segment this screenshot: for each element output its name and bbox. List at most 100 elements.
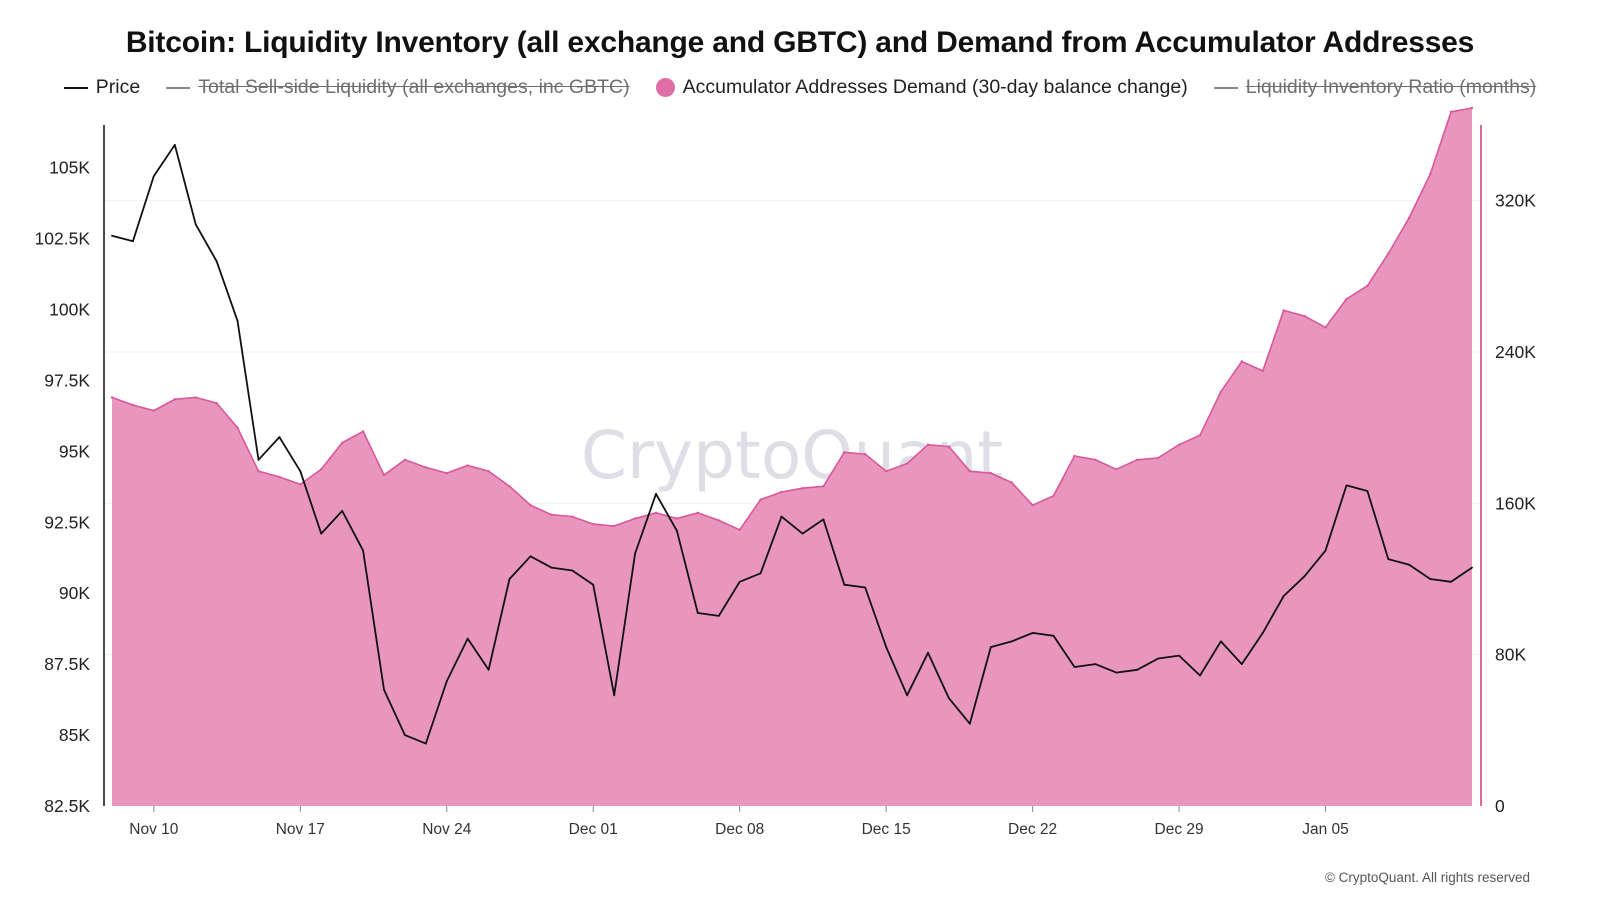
demand-point — [759, 498, 762, 501]
price-point — [278, 436, 281, 438]
y-left-tick-label: 90K — [59, 583, 90, 603]
demand-point — [1219, 390, 1223, 393]
price-point — [215, 260, 218, 263]
price-point — [1031, 632, 1034, 634]
legend-item-accumulator-demand[interactable]: Accumulator Addresses Demand (30-day bal… — [655, 76, 1188, 99]
demand-point — [194, 396, 197, 399]
demand-line[interactable] — [111, 107, 1473, 531]
price-point — [592, 583, 595, 586]
price-point — [885, 646, 888, 648]
demand-point — [1073, 454, 1076, 458]
price-point — [968, 722, 971, 725]
demand-point — [780, 490, 783, 494]
price-point — [1366, 490, 1369, 492]
price-point — [571, 569, 574, 572]
price-point — [236, 319, 239, 322]
demand-point — [508, 485, 511, 488]
price-point — [1303, 575, 1306, 578]
price-point — [487, 668, 490, 671]
legend-label-price: Price — [95, 76, 141, 98]
demand-point — [1449, 110, 1453, 114]
x-tick-label: Dec 15 — [862, 821, 911, 838]
demand-point — [1366, 284, 1369, 287]
price-point — [1115, 671, 1118, 674]
demand-point — [1303, 314, 1306, 318]
x-tick-label: Nov 24 — [422, 821, 471, 838]
price-point — [759, 572, 762, 575]
price-point — [1408, 563, 1411, 566]
price-point — [445, 680, 448, 682]
price-point — [404, 734, 406, 736]
price-point — [550, 566, 553, 569]
price-point — [696, 612, 699, 614]
x-tick-label: Dec 01 — [569, 821, 618, 838]
demand-point — [947, 445, 951, 448]
demand-point — [1094, 458, 1097, 461]
price-point — [152, 175, 155, 178]
demand-point — [1345, 297, 1348, 301]
price-point — [1282, 595, 1285, 597]
price-point — [989, 646, 992, 648]
demand-point — [445, 471, 448, 475]
price-point — [676, 529, 678, 532]
legend-item-price[interactable]: Price — [63, 76, 141, 99]
legend-label-sell-side-liquidity: Total Sell-side Liquidity (all exchanges… — [198, 76, 630, 98]
price-point — [864, 586, 867, 589]
y-left-tick-label: 105K — [49, 158, 90, 178]
demand-point — [320, 468, 323, 471]
y-left-tick-label: 87.5K — [44, 654, 90, 674]
price-point — [299, 470, 302, 473]
y-right-tick-label: 80K — [1495, 645, 1526, 665]
demand-point — [487, 470, 490, 473]
price-point — [1199, 674, 1201, 677]
price-point — [1429, 578, 1432, 580]
demand-point — [571, 515, 574, 518]
demand-point — [1031, 504, 1034, 507]
y-right-tick-label: 0 — [1495, 796, 1505, 816]
demand-point — [613, 524, 616, 528]
y-right-tick-label: 320K — [1495, 191, 1536, 211]
price-point — [1387, 558, 1390, 560]
price-line[interactable] — [111, 144, 1473, 745]
demand-point — [257, 470, 260, 473]
demand-point — [215, 401, 218, 405]
legend-item-inventory-ratio[interactable]: Liquidity Inventory Ratio (months) — [1213, 76, 1536, 99]
demand-point — [633, 517, 637, 520]
demand-area[interactable] — [112, 108, 1472, 806]
demand-point — [1282, 309, 1285, 312]
price-point — [655, 493, 657, 495]
price-point — [194, 223, 197, 226]
legend-item-sell-side-liquidity[interactable]: Total Sell-side Liquidity (all exchanges… — [166, 76, 630, 99]
demand-point — [1115, 468, 1118, 471]
demand-point — [1261, 369, 1265, 373]
demand-point — [299, 483, 302, 486]
price-point — [613, 694, 616, 697]
price-point — [341, 510, 344, 512]
price-point — [1178, 654, 1180, 657]
demand-point — [236, 426, 239, 429]
demand-point — [529, 504, 532, 507]
price-point — [1073, 666, 1076, 668]
x-tick-label: Dec 29 — [1155, 821, 1204, 838]
x-tick-label: Dec 22 — [1008, 821, 1057, 838]
demand-point — [152, 409, 155, 412]
price-point — [1345, 484, 1348, 487]
y-left-tick-label: 82.5K — [44, 796, 90, 816]
demand-point — [822, 485, 825, 488]
demand-point — [905, 462, 909, 465]
price-point — [173, 144, 176, 146]
demand-point — [738, 528, 741, 531]
price-point — [132, 240, 134, 243]
y-left-tick-label: 85K — [59, 725, 90, 745]
price-point — [1450, 580, 1452, 583]
demand-point — [1052, 494, 1055, 497]
x-tick-label: Nov 17 — [276, 821, 325, 838]
price-point — [383, 688, 385, 691]
price-point — [1261, 632, 1264, 634]
price-point — [1240, 663, 1243, 665]
demand-point — [1240, 360, 1244, 363]
demand-point — [341, 441, 344, 444]
y-right-tick-label: 160K — [1495, 493, 1536, 513]
price-point — [508, 578, 511, 580]
